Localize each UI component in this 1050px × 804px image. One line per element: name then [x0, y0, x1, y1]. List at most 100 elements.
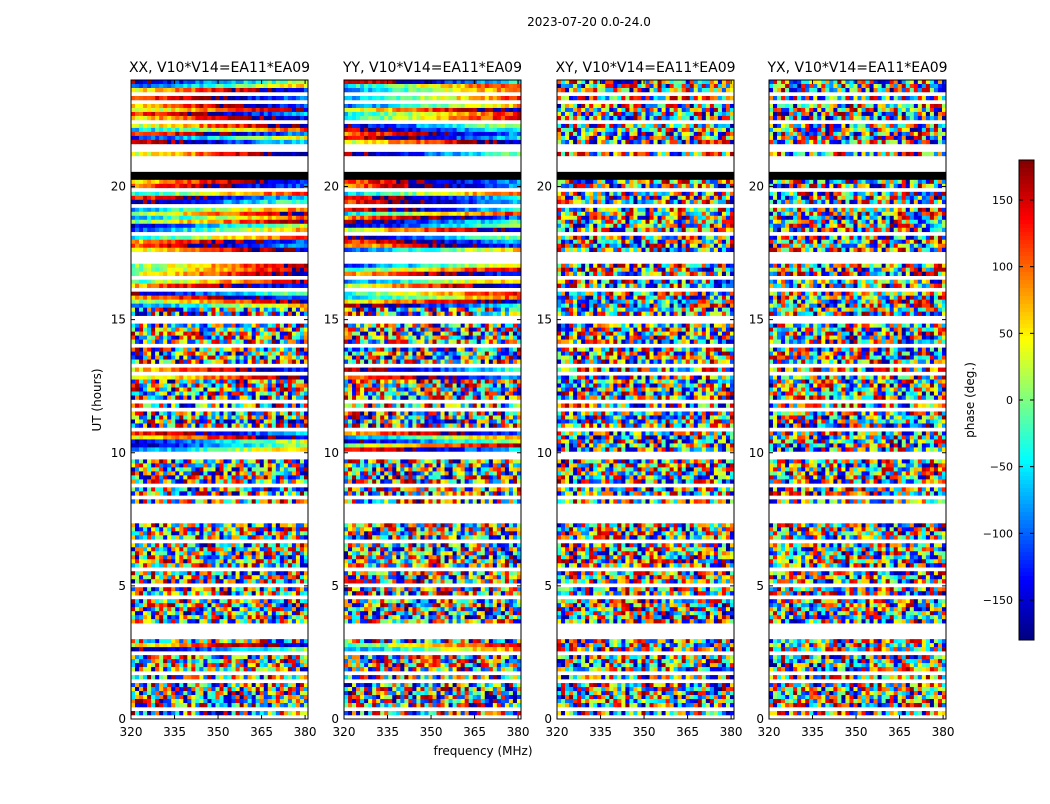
heatmap-cell: [280, 579, 284, 583]
heatmap-cell: [244, 384, 248, 388]
heatmap-cell: [256, 116, 260, 120]
heatmap-cell: [256, 300, 260, 304]
heatmap-cell: [131, 272, 135, 276]
heatmap-cell: [244, 667, 248, 671]
heatmap-cell: [155, 248, 159, 252]
heatmap-cell: [260, 419, 264, 423]
heatmap-cell: [288, 435, 292, 439]
heatmap-cell: [300, 268, 304, 272]
heatmap-cell: [155, 216, 159, 220]
heatmap-cell: [240, 196, 244, 200]
heatmap-cell: [147, 555, 151, 559]
heatmap-cell: [155, 244, 159, 248]
heatmap-cell: [256, 224, 260, 228]
heatmap-cell: [191, 403, 195, 407]
heatmap-cell: [268, 348, 272, 352]
heatmap-cell: [147, 551, 151, 555]
heatmap-cell: [159, 423, 163, 427]
heatmap-cell: [228, 443, 232, 447]
heatmap-cell: [179, 675, 183, 679]
heatmap-cell: [232, 575, 236, 579]
heatmap-cell: [260, 467, 264, 471]
heatmap-cell: [147, 603, 151, 607]
heatmap-cell: [248, 415, 252, 419]
heatmap-cell: [256, 587, 260, 591]
heatmap-cell: [203, 467, 207, 471]
heatmap-cell: [147, 475, 151, 479]
heatmap-cell: [232, 431, 236, 435]
heatmap-cell: [163, 431, 167, 435]
heatmap-cell: [252, 96, 256, 100]
heatmap-cell: [260, 304, 264, 308]
heatmap-cell: [135, 431, 139, 435]
heatmap-cell: [268, 292, 272, 296]
heatmap-cell: [300, 360, 304, 364]
heatmap-cell: [139, 248, 143, 252]
heatmap-cell: [211, 447, 215, 451]
heatmap-cell: [260, 356, 264, 360]
heatmap-cell: [171, 392, 175, 396]
heatmap-cell: [199, 140, 203, 144]
heatmap-cell: [236, 531, 240, 535]
heatmap-cell: [191, 579, 195, 583]
heatmap-cell: [268, 396, 272, 400]
heatmap-cell: [244, 304, 248, 308]
heatmap-cell: [163, 88, 167, 92]
heatmap-cell: [151, 108, 155, 112]
heatmap-cell: [179, 523, 183, 527]
heatmap-cell: [163, 352, 167, 356]
heatmap-cell: [268, 643, 272, 647]
heatmap-cell: [284, 300, 288, 304]
heatmap-cell: [187, 547, 191, 551]
heatmap-cell: [163, 479, 167, 483]
heatmap-cell: [203, 615, 207, 619]
heatmap-cell: [296, 224, 300, 228]
heatmap-cell: [167, 124, 171, 128]
heatmap-cell: [300, 411, 304, 415]
heatmap-cell: [131, 591, 135, 595]
heatmap-cell: [244, 328, 248, 332]
heatmap-cell: [195, 663, 199, 667]
heatmap-cell: [207, 683, 211, 687]
heatmap-cell: [179, 547, 183, 551]
heatmap-cell: [300, 284, 304, 288]
heatmap-cell: [191, 304, 195, 308]
heatmap-cell: [224, 336, 228, 340]
heatmap-cell: [224, 240, 228, 244]
heatmap-cell: [228, 216, 232, 220]
heatmap-cell: [252, 587, 256, 591]
heatmap-cell: [292, 208, 296, 212]
heatmap-cell: [147, 80, 151, 84]
heatmap-cell: [288, 443, 292, 447]
heatmap-cell: [171, 475, 175, 479]
heatmap-cell: [155, 607, 159, 611]
heatmap-cell: [288, 248, 292, 252]
heatmap-cell: [187, 216, 191, 220]
heatmap-cell: [203, 487, 207, 491]
heatmap-cell: [272, 487, 276, 491]
heatmap-cell: [159, 559, 163, 563]
heatmap-cell: [207, 579, 211, 583]
heatmap-cell: [203, 212, 207, 216]
heatmap-cell: [292, 467, 296, 471]
heatmap-cell: [167, 304, 171, 308]
heatmap-cell: [131, 579, 135, 583]
heatmap-cell: [344, 80, 348, 84]
heatmap-cell: [171, 248, 175, 252]
heatmap-cell: [183, 615, 187, 619]
heatmap-cell: [244, 663, 248, 667]
heatmap-cell: [139, 268, 143, 272]
heatmap-cell: [199, 348, 203, 352]
heatmap-cell: [240, 535, 244, 539]
heatmap-cell: [131, 447, 135, 451]
heatmap-cell: [131, 348, 135, 352]
heatmap-cell: [220, 228, 224, 232]
heatmap-cell: [211, 244, 215, 248]
heatmap-cell: [292, 463, 296, 467]
heatmap-cell: [300, 439, 304, 443]
heatmap-cell: [143, 336, 147, 340]
heatmap-cell: [183, 220, 187, 224]
heatmap-cell: [260, 591, 264, 595]
heatmap-cell: [191, 332, 195, 336]
heatmap-cell: [175, 551, 179, 555]
